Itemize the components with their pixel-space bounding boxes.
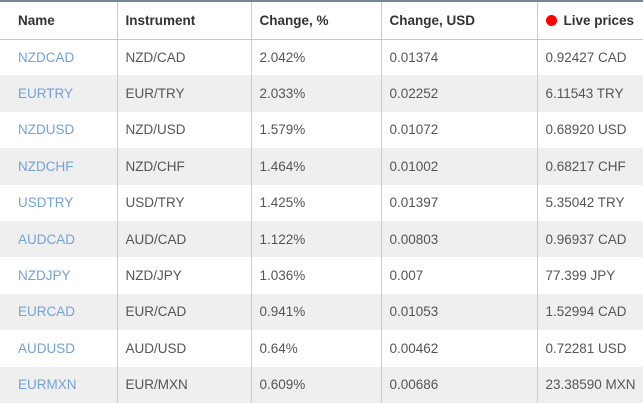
- symbol-link[interactable]: NZDCAD: [18, 49, 75, 65]
- table-row: NZDCHF NZD/CHF 1.464% 0.01002 0.68217 CHF: [0, 148, 643, 185]
- cell-live-price: 0.68217 CHF: [536, 148, 643, 185]
- cell-instrument: EUR/TRY: [116, 75, 251, 112]
- column-header-name: Name: [0, 2, 117, 40]
- cell-change-usd: 0.00462: [380, 330, 537, 367]
- cell-change-pct: 1.579%: [250, 111, 381, 149]
- cell-instrument: NZD/USD: [116, 111, 251, 149]
- cell-change-pct: 1.425%: [250, 184, 381, 221]
- cell-change-pct: 1.464%: [250, 148, 381, 185]
- cell-change-pct: 0.64%: [250, 330, 381, 367]
- cell-change-usd: 0.01374: [380, 39, 537, 76]
- column-header-label: Change, %: [259, 12, 329, 28]
- column-header-instrument: Instrument: [116, 2, 251, 40]
- cell-change-usd: 0.02252: [380, 75, 537, 112]
- cell-change-pct: 2.033%: [250, 75, 381, 112]
- cell-instrument: USD/TRY: [116, 184, 251, 221]
- symbol-link[interactable]: EURTRY: [18, 86, 74, 102]
- cell-name: EURTRY: [0, 75, 117, 111]
- symbol-link[interactable]: AUDCAD: [18, 231, 76, 247]
- table-row: AUDCAD AUD/CAD 1.122% 0.00803 0.96937 CAD: [0, 220, 643, 258]
- table-row: EURMXN EUR/MXN 0.609% 0.00686 23.38590 MXN: [0, 366, 643, 403]
- cell-live-price: 77.399 JPY: [536, 257, 643, 294]
- table-row: AUDUSD AUD/USD 0.64% 0.00462 0.72281 USD: [0, 330, 643, 367]
- table-header: Name Instrument Change, % Change, USD Li…: [0, 2, 643, 40]
- cell-name: NZDCHF: [0, 148, 117, 184]
- cell-change-pct: 0.941%: [250, 293, 381, 331]
- symbol-link[interactable]: NZDCHF: [18, 158, 74, 174]
- cell-live-price: 1.52994 CAD: [536, 293, 643, 331]
- symbol-link[interactable]: NZDUSD: [18, 122, 75, 138]
- symbol-link[interactable]: EURCAD: [18, 304, 76, 320]
- cell-change-usd: 0.00686: [380, 366, 537, 403]
- cell-change-usd: 0.01053: [380, 293, 537, 331]
- cell-instrument: AUD/CAD: [116, 220, 251, 258]
- column-header-change-pct: Change, %: [250, 2, 381, 40]
- cell-name: EURMXN: [0, 367, 117, 403]
- cell-live-price: 0.92427 CAD: [536, 39, 643, 76]
- cell-change-usd: 0.007: [380, 257, 537, 294]
- cell-change-usd: 0.01397: [380, 184, 537, 221]
- symbol-link[interactable]: NZDJPY: [18, 268, 71, 284]
- cell-change-usd: 0.01072: [380, 111, 537, 149]
- cell-instrument: NZD/JPY: [116, 257, 251, 294]
- cell-change-pct: 1.036%: [250, 257, 381, 294]
- table-row: EURTRY EUR/TRY 2.033% 0.02252 6.11543 TRY: [0, 75, 643, 112]
- cell-live-price: 0.68920 USD: [536, 111, 643, 149]
- table-row: EURCAD EUR/CAD 0.941% 0.01053 1.52994 CAD: [0, 293, 643, 331]
- cell-instrument: NZD/CHF: [116, 148, 251, 185]
- table-body: NZDCAD NZD/CAD 2.042% 0.01374 0.92427 CAD EUR…: [0, 39, 643, 403]
- live-dot-icon: [545, 14, 557, 26]
- cell-instrument: NZD/CAD: [116, 39, 251, 76]
- cell-change-pct: 1.122%: [250, 220, 381, 258]
- cell-instrument: EUR/MXN: [116, 366, 251, 403]
- symbol-link[interactable]: EURMXN: [18, 377, 77, 393]
- symbol-link[interactable]: USDTRY: [18, 195, 74, 211]
- symbol-link[interactable]: AUDUSD: [18, 340, 76, 356]
- cell-name: USDTRY: [0, 185, 117, 221]
- cell-live-price: 23.38590 MXN: [536, 366, 643, 403]
- table-row: NZDUSD NZD/USD 1.579% 0.01072 0.68920 USD: [0, 111, 643, 149]
- cell-change-usd: 0.01002: [380, 148, 537, 185]
- cell-name: NZDCAD: [0, 39, 117, 75]
- cell-instrument: AUD/USD: [116, 330, 251, 367]
- top-accent-bar: [0, 0, 643, 2]
- cell-live-price: 6.11543 TRY: [536, 75, 643, 112]
- cell-name: AUDUSD: [0, 330, 117, 366]
- column-header-live-prices: Live prices: [536, 2, 643, 40]
- cell-live-price: 0.72281 USD: [536, 330, 643, 367]
- column-header-label: Name: [18, 12, 55, 28]
- table-row: NZDJPY NZD/JPY 1.036% 0.007 77.399 JPY: [0, 257, 643, 294]
- cell-live-price: 5.35042 TRY: [536, 184, 643, 221]
- cell-instrument: EUR/CAD: [116, 293, 251, 331]
- column-header-label: Live prices: [563, 12, 635, 28]
- cell-name: NZDJPY: [0, 257, 117, 293]
- cell-name: NZDUSD: [0, 112, 117, 148]
- cell-name: EURCAD: [0, 294, 117, 330]
- cell-change-pct: 2.042%: [250, 39, 381, 76]
- table-row: USDTRY USD/TRY 1.425% 0.01397 5.35042 TRY: [0, 184, 643, 221]
- cell-live-price: 0.96937 CAD: [536, 220, 643, 258]
- cell-name: AUDCAD: [0, 221, 117, 257]
- column-header-label: Change, USD: [389, 12, 476, 28]
- column-header-label: Instrument: [125, 12, 196, 28]
- cell-change-usd: 0.00803: [380, 220, 537, 258]
- column-header-change-usd: Change, USD: [380, 2, 537, 40]
- table-row: NZDCAD NZD/CAD 2.042% 0.01374 0.92427 CAD: [0, 39, 643, 76]
- cell-change-pct: 0.609%: [250, 366, 381, 403]
